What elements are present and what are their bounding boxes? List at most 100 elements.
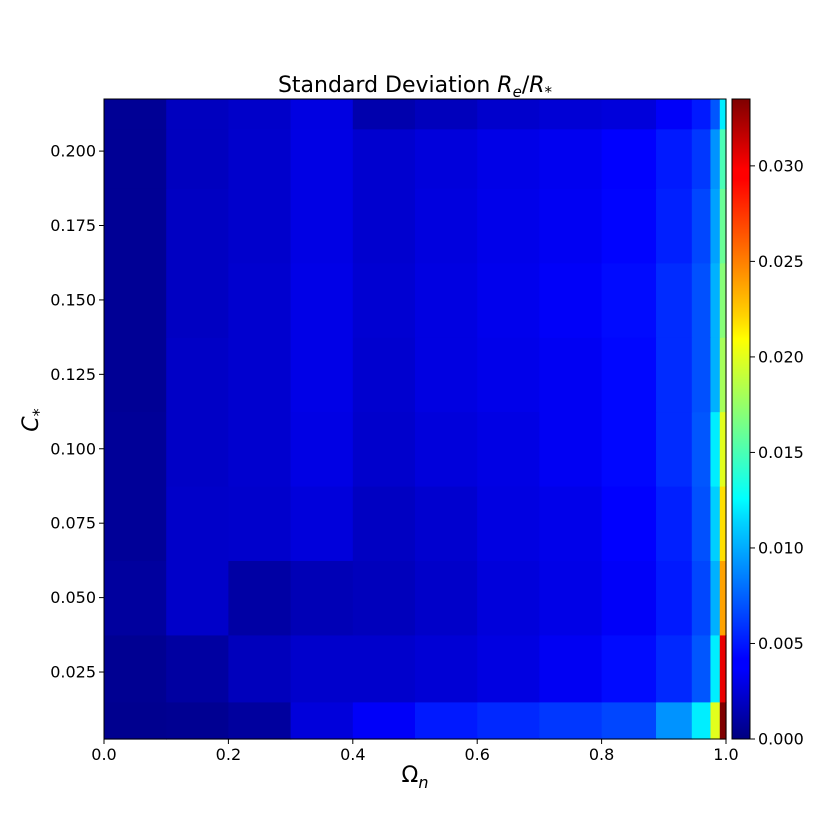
heatmap-cell xyxy=(352,337,416,413)
heatmap-cell xyxy=(352,560,416,636)
heatmap-cell xyxy=(710,701,721,740)
heatmap-cell xyxy=(228,485,292,561)
heatmap-cell xyxy=(656,560,693,636)
title-rs-sub: * xyxy=(545,83,553,101)
heatmap-cell xyxy=(656,485,693,561)
heatmap-cell xyxy=(477,411,540,487)
heatmap-cell xyxy=(656,701,693,740)
heatmap-cell xyxy=(601,188,657,264)
heatmap-cell xyxy=(719,188,727,264)
heatmap-cell xyxy=(228,411,292,487)
heatmap-cell xyxy=(166,337,229,413)
heatmap-cell xyxy=(290,188,354,264)
heatmap-cell xyxy=(415,411,478,487)
heatmap-cell xyxy=(228,262,292,338)
heatmap-cell xyxy=(290,411,354,487)
heatmap-cell xyxy=(601,411,657,487)
heatmap-cell xyxy=(656,411,693,487)
heatmap-cell xyxy=(104,262,167,338)
heatmap-cell xyxy=(477,701,540,740)
heatmap-cell xyxy=(477,337,540,413)
heatmap-cell xyxy=(166,634,229,703)
svg-text:Standard Deviation Re/R*: Standard Deviation Re/R* xyxy=(278,73,553,101)
heatmap-cell xyxy=(415,701,478,740)
heatmap-cell xyxy=(539,560,603,636)
heatmap-cell xyxy=(166,99,229,130)
heatmap-cells xyxy=(104,99,727,740)
heatmap-cell xyxy=(477,634,540,703)
heatmap-cell xyxy=(539,337,603,413)
heatmap-cell xyxy=(352,99,416,130)
heatmap-cell xyxy=(601,128,657,189)
heatmap-cell xyxy=(691,262,712,338)
y-tick-label: 0.125 xyxy=(50,365,96,384)
heatmap-cell xyxy=(104,485,167,561)
heatmap-cell xyxy=(601,701,657,740)
heatmap-cell xyxy=(719,560,727,636)
title-re: R xyxy=(497,73,512,98)
heatmap-cell xyxy=(710,188,721,264)
heatmap-cell xyxy=(539,128,603,189)
heatmap-cell xyxy=(601,485,657,561)
y-tick-label: 0.175 xyxy=(50,216,96,235)
colorbar-tick-label: 0.000 xyxy=(758,730,804,749)
heatmap-cell xyxy=(415,262,478,338)
heatmap-cell xyxy=(352,128,416,189)
heatmap-cell xyxy=(415,128,478,189)
heatmap-cell xyxy=(539,634,603,703)
colorbar-tick-label: 0.025 xyxy=(758,252,804,271)
y-label-base: C xyxy=(19,416,44,432)
heatmap-cell xyxy=(691,701,712,740)
heatmap-cell xyxy=(415,188,478,264)
heatmap-cell xyxy=(601,99,657,130)
heatmap-cell xyxy=(290,128,354,189)
heatmap-cell xyxy=(710,560,721,636)
heatmap-cell xyxy=(719,411,727,487)
heatmap-cell xyxy=(691,188,712,264)
heatmap-cell xyxy=(104,560,167,636)
y-tick-label: 0.075 xyxy=(50,514,96,533)
colorbar-tick-label: 0.005 xyxy=(758,634,804,653)
heatmap-cell xyxy=(104,634,167,703)
heatmap-cell xyxy=(601,560,657,636)
heatmap-cell xyxy=(166,262,229,338)
heatmap-cell xyxy=(691,99,712,130)
heatmap-cell xyxy=(104,99,167,130)
heatmap-cell xyxy=(477,128,540,189)
heatmap-cell xyxy=(691,485,712,561)
x-tick-label: 0.4 xyxy=(340,745,365,764)
heatmap-cell xyxy=(166,411,229,487)
heatmap-cell xyxy=(415,99,478,130)
y-tick-label: 0.025 xyxy=(50,663,96,682)
y-tick-label: 0.100 xyxy=(50,439,96,458)
colorbar-tick-label: 0.030 xyxy=(758,156,804,175)
heatmap-cell xyxy=(719,337,727,413)
heatmap-cell xyxy=(228,634,292,703)
heatmap-cell xyxy=(352,634,416,703)
y-tick-label: 0.150 xyxy=(50,290,96,309)
heatmap-cell xyxy=(415,634,478,703)
heatmap-cell xyxy=(719,634,727,703)
heatmap-cell xyxy=(477,188,540,264)
heatmap-cell xyxy=(104,188,167,264)
heatmap-cell xyxy=(290,701,354,740)
heatmap-cell xyxy=(104,128,167,189)
heatmap-cell xyxy=(656,188,693,264)
heatmap-cell xyxy=(228,128,292,189)
heatmap-cell xyxy=(539,188,603,264)
heatmap-cell xyxy=(601,337,657,413)
heatmap-cell xyxy=(104,701,167,740)
x-tick-label: 0.2 xyxy=(216,745,241,764)
y-label-sub: * xyxy=(29,408,48,416)
heatmap-cell xyxy=(290,485,354,561)
heatmap-cell xyxy=(710,99,721,130)
y-tick-label: 0.050 xyxy=(50,588,96,607)
heatmap-cell xyxy=(352,262,416,338)
heatmap-cell xyxy=(691,128,712,189)
heatmap-cell xyxy=(166,560,229,636)
heatmap-cell xyxy=(352,188,416,264)
heatmap-cell xyxy=(710,128,721,189)
heatmap-cell xyxy=(290,99,354,130)
heatmap-cell xyxy=(539,411,603,487)
